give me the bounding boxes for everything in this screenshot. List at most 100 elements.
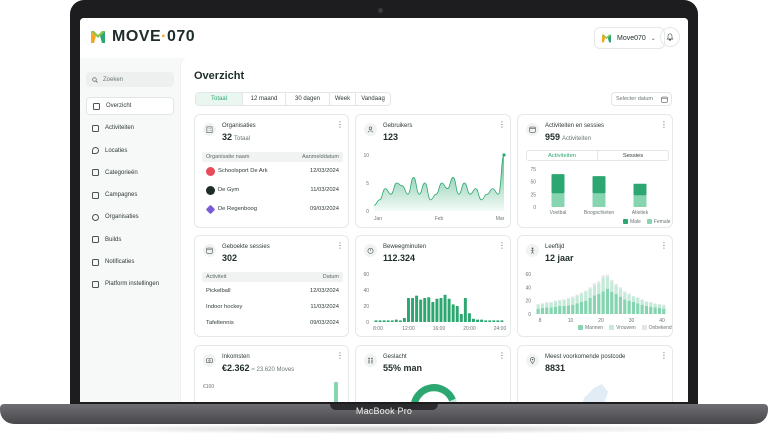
y-tick-label: 20 <box>525 299 531 305</box>
minutes-bar <box>447 298 451 322</box>
tab-week[interactable]: Week <box>330 93 356 105</box>
minutes-bar <box>427 297 431 322</box>
table-row[interactable]: Pickelball 12/03/2024 <box>206 288 339 294</box>
age-bar-vrouwen <box>618 288 623 297</box>
sidebar-item-notificaties[interactable]: Notificaties <box>86 253 174 271</box>
tab-30-dagen[interactable]: 30 dagen <box>286 93 330 105</box>
more-options-button[interactable]: ⋮ <box>336 241 344 250</box>
age-bar-mannen <box>649 306 653 314</box>
sidebar-item-platform-instellingen[interactable]: Platform instellingen <box>86 275 174 293</box>
legend: Male Female <box>623 219 671 225</box>
table-header: Activiteit Datum <box>202 272 343 282</box>
dashboard-icon <box>93 102 100 110</box>
age-bar-vrouwen <box>558 300 562 306</box>
logo[interactable]: MOVE·070 <box>90 28 195 46</box>
sidebar-item-builds[interactable]: Builds <box>86 231 174 249</box>
sidebar-item-categorieen[interactable]: Categorieën <box>86 164 174 182</box>
postcode-map <box>582 384 608 402</box>
age-bar-vrouwen <box>623 292 627 300</box>
minutes-bar <box>419 299 423 322</box>
age-bar-mannen <box>553 306 558 314</box>
minutes-bar <box>423 298 427 322</box>
table-row[interactable]: Schoolsport De Ark 12/03/2024 <box>202 165 343 177</box>
more-options-button[interactable]: ⋮ <box>336 351 344 360</box>
move-logo-icon <box>91 31 105 43</box>
more-options-button[interactable]: ⋮ <box>660 120 668 129</box>
minutes-bar <box>374 320 378 322</box>
table-row[interactable]: Tafeltennis 09/03/2024 <box>206 320 339 326</box>
calendar-icon <box>92 124 99 132</box>
age-bar-mannen <box>545 307 549 314</box>
sidebar-item-locaties[interactable]: Locaties <box>86 142 174 160</box>
notification-icon <box>92 258 99 266</box>
stopwatch-icon <box>364 244 377 257</box>
age-bar-vrouwen <box>614 285 618 294</box>
x-tick-label: 24:00 <box>494 326 507 332</box>
account-logo-icon <box>602 34 611 42</box>
y-tick-label: 5 <box>366 181 369 187</box>
notifications-button[interactable] <box>660 27 680 47</box>
segment-activiteiten[interactable]: Activiteiten <box>527 151 598 160</box>
sidebar-item-activiteiten[interactable]: Activiteiten <box>86 119 174 137</box>
minutes-bar <box>451 304 455 322</box>
card-title: Leeftijd <box>545 244 565 250</box>
card-title: Geboekte sessies <box>222 244 270 250</box>
age-bar-onbekend <box>623 291 627 293</box>
x-tick-label: 12:00 <box>402 326 415 332</box>
more-options-button[interactable]: ⋮ <box>498 120 506 129</box>
date-picker[interactable]: Selecter datum <box>611 92 672 106</box>
category-icon <box>92 169 99 177</box>
age-bar-onbekend <box>536 304 540 305</box>
card-value: 32 Totaal <box>222 132 251 142</box>
legend-item: Female <box>646 219 671 225</box>
table-row[interactable]: Indoor hockey 11/03/2024 <box>206 304 339 310</box>
more-options-button[interactable]: ⋮ <box>498 351 506 360</box>
minutes-bar <box>467 313 471 322</box>
age-bar-mannen <box>618 296 623 314</box>
tab-totaal[interactable]: Totaal <box>196 93 243 105</box>
minutes-bar <box>398 320 402 322</box>
age-bar-mannen <box>631 302 636 314</box>
account-switcher[interactable]: Move070 ⌄ <box>594 27 665 49</box>
age-bar-vrouwen <box>571 298 575 305</box>
card-postcode: Meest voorkomende postcode 8831 ⋮ <box>517 345 673 402</box>
tab-12-maand[interactable]: 12 maand <box>243 93 286 105</box>
tab-vandaag[interactable]: Vandaag <box>361 96 385 102</box>
more-options-button[interactable]: ⋮ <box>660 351 668 360</box>
age-bar-vrouwen <box>662 305 666 309</box>
age-bar-vrouwen <box>566 298 571 306</box>
more-options-button[interactable]: ⋮ <box>336 120 344 129</box>
search-input[interactable]: Zoeken <box>86 72 174 87</box>
age-bar-onbekend <box>640 299 644 300</box>
age-bar-vrouwen <box>545 302 549 308</box>
people-icon <box>92 213 99 221</box>
date-placeholder: Selecter datum <box>616 96 653 102</box>
age-bar-mannen <box>579 302 584 314</box>
age-bar-onbekend <box>592 283 597 286</box>
sidebar-item-campagnes[interactable]: Campagnes <box>86 186 174 204</box>
age-bar-onbekend <box>627 293 631 295</box>
segment-sessies[interactable]: Sessies <box>622 152 644 159</box>
age-bar-onbekend <box>605 274 610 277</box>
age-bar-onbekend <box>540 303 545 304</box>
card-value: 112.324 <box>383 253 416 263</box>
users-area <box>374 155 504 211</box>
card-title: Inkomsten <box>222 354 250 360</box>
more-options-button[interactable]: ⋮ <box>498 241 506 250</box>
location-pin-icon <box>92 147 99 155</box>
legend-item: Male <box>623 219 641 225</box>
x-tick-label: 20 <box>598 318 604 324</box>
sidebar-item-organisaties[interactable]: Organisaties <box>86 208 174 226</box>
more-options-button[interactable]: ⋮ <box>660 241 668 250</box>
table-row[interactable]: De Gym 11/03/2024 <box>202 184 343 196</box>
org-avatar <box>206 166 215 176</box>
age-bar-vrouwen <box>631 296 636 302</box>
user-icon <box>364 123 377 136</box>
card-value: 8831 <box>545 363 566 373</box>
age-bar-mannen <box>597 294 601 314</box>
table-row[interactable]: De Regenboog 09/03/2024 <box>202 203 343 215</box>
age-bar-onbekend <box>575 294 579 296</box>
x-tick-label: 10 <box>568 318 574 324</box>
legend: Mannen Vrouwen Onbekend <box>578 325 672 331</box>
sidebar-item-overzicht[interactable]: Overzicht <box>86 97 174 115</box>
